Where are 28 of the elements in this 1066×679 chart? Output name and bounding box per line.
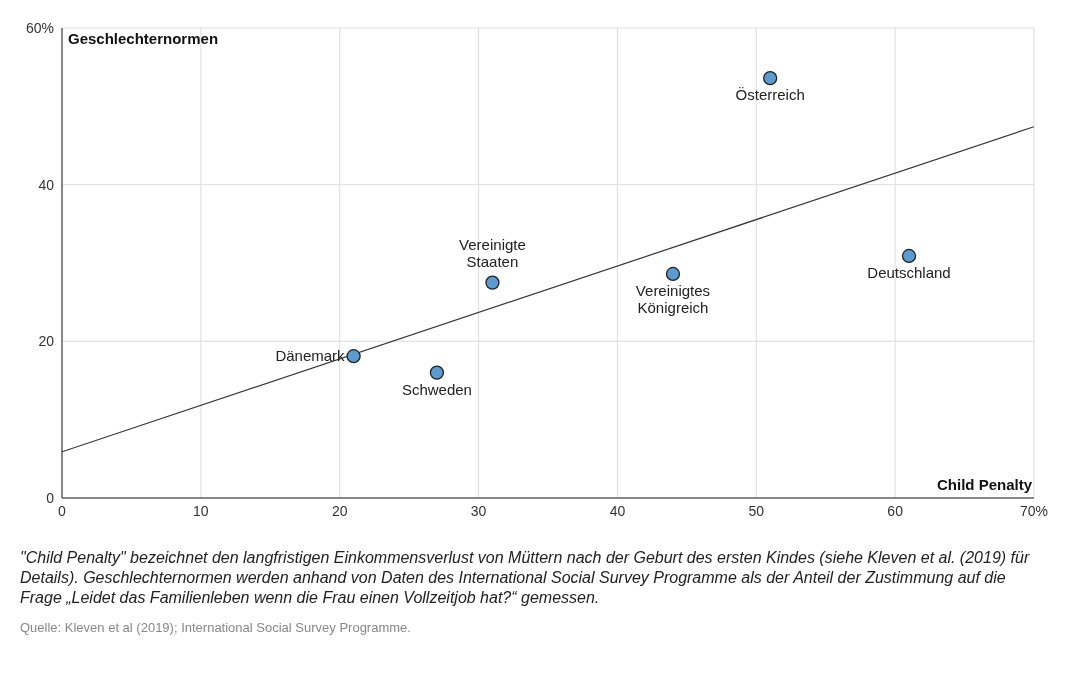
annotation: Vereinigte Staaten: [459, 235, 526, 270]
x-tick-label: 30: [470, 502, 487, 519]
annotation: Österreich: [735, 86, 805, 104]
point: [485, 275, 500, 290]
x-tick-label: 70%: [1019, 502, 1049, 519]
x-tick-label: 0: [58, 502, 67, 519]
x-tick-label: 20: [331, 502, 348, 519]
annotation: Schweden: [401, 380, 472, 398]
y-tick-label: 20: [38, 333, 55, 350]
annotation: Dänemark: [275, 347, 346, 365]
x-axis-title: Child Penalty: [936, 476, 1032, 493]
text: "Child Penalty" bezeichnet den langfristigen Einkommensverlust von Müttern nach der Geburt des ersten Kindes (siehe Kleven et al. (2019) für Details). Geschlechternormen werden anhand von Daten des International Social Survey Programme als der Anteil der Zustimmung auf die Frage „Leidet das Familienleben wenn die Frau einen Vollzeitjob hat?“ gemessen.: [20, 548, 1031, 608]
y-axis-title: Geschlechternormen: [68, 30, 219, 47]
source-note: Quelle: Kleven et al (2019); International Social Survey Programme.: [20, 620, 412, 635]
annotation: Deutschland: [867, 263, 951, 281]
y-tick-label: 0: [46, 489, 55, 506]
x-tick-label: 60: [887, 502, 904, 519]
point: [763, 70, 778, 86]
y-tick-label: 40: [38, 176, 55, 193]
point: [665, 266, 681, 282]
point: [429, 365, 445, 380]
x-tick-label: 40: [609, 502, 626, 519]
point: [901, 248, 917, 264]
y-tick-label: 60%: [25, 19, 54, 36]
x-tick-label: 50: [748, 502, 765, 519]
annotation: Vereinigtes Königreich: [635, 281, 711, 316]
x-tick-label: 10: [193, 502, 209, 519]
point: [346, 349, 361, 364]
